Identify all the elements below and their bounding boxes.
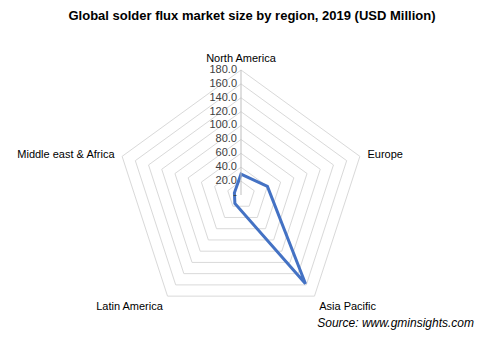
html-text:Source: www.gminsights.com: Source: www.gminsights.com bbox=[317, 316, 474, 330]
svg-text:180.0: 180.0 bbox=[209, 63, 237, 75]
svg-text:80.0: 80.0 bbox=[216, 132, 237, 144]
html-text:Global solder flux market size: Global solder flux market size by region… bbox=[68, 8, 436, 23]
svg-text:40.0: 40.0 bbox=[216, 160, 237, 172]
svg-text:120.0: 120.0 bbox=[209, 105, 237, 117]
svg-text:60.0: 60.0 bbox=[216, 146, 237, 158]
svg-text:North America: North America bbox=[206, 52, 276, 64]
svg-text:Latin America: Latin America bbox=[96, 300, 164, 312]
svg-text:160.0: 160.0 bbox=[209, 77, 237, 89]
svg-text:Europe: Europe bbox=[367, 148, 402, 160]
svg-text:140.0: 140.0 bbox=[209, 91, 237, 103]
svg-text:Middle east & Africa: Middle east & Africa bbox=[17, 148, 115, 160]
svg-text:Asia Pacific: Asia Pacific bbox=[319, 300, 376, 312]
svg-text:100.0: 100.0 bbox=[209, 118, 237, 130]
svg-text:20.0: 20.0 bbox=[216, 174, 237, 186]
svg-text:-: - bbox=[233, 188, 237, 200]
